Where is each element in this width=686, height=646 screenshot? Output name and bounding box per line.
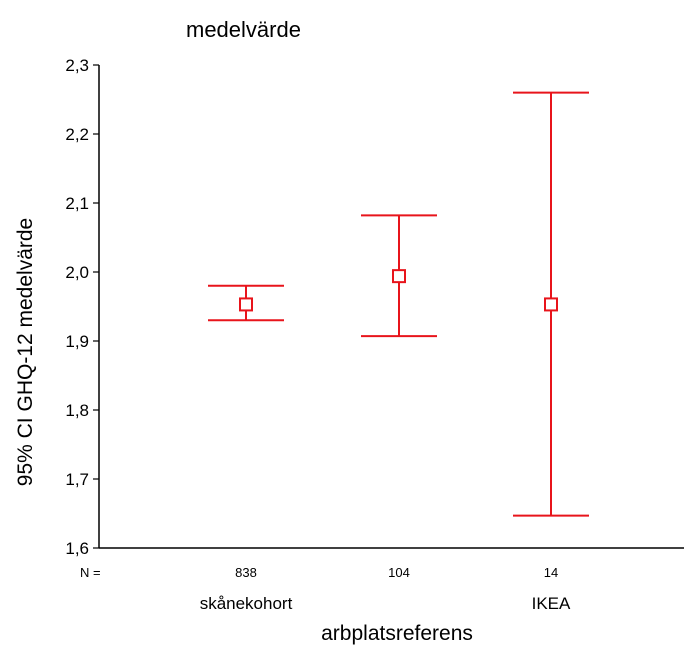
y-tick-label: 2,2 bbox=[65, 125, 89, 144]
y-tick-label: 2,0 bbox=[65, 263, 89, 282]
y-tick-label: 1,8 bbox=[65, 401, 89, 420]
y-tick-label: 1,6 bbox=[65, 539, 89, 558]
n-count-label: 838 bbox=[235, 565, 257, 580]
plot-frame bbox=[98, 65, 684, 549]
n-count-label: 14 bbox=[544, 565, 558, 580]
y-tick-label: 2,3 bbox=[65, 56, 89, 75]
error-bar-group bbox=[513, 91, 589, 517]
mean-marker bbox=[544, 297, 558, 312]
y-tick-label: 1,7 bbox=[65, 470, 89, 489]
y-axis: 1,6 1,7 1,8 1,9 2,0 2,1 2,2 2,3 bbox=[65, 56, 99, 558]
n-prefix-label: N = bbox=[80, 565, 101, 580]
y-tick-label: 2,1 bbox=[65, 194, 89, 213]
category-label-ikea: IKEA bbox=[532, 594, 571, 613]
chart-title: medelvärde bbox=[186, 17, 301, 42]
y-tick-label: 1,9 bbox=[65, 332, 89, 351]
mean-marker bbox=[392, 269, 406, 284]
y-axis-label: 95% CI GHQ-12 medelvärde bbox=[14, 218, 37, 486]
n-counts: 838 104 14 bbox=[235, 565, 558, 580]
error-bar-group bbox=[208, 284, 284, 322]
error-bar-group bbox=[361, 214, 437, 338]
mean-marker bbox=[239, 297, 253, 312]
n-count-label: 104 bbox=[388, 565, 410, 580]
error-bars bbox=[208, 91, 589, 517]
x-axis-label: arbplatsreferens bbox=[321, 622, 473, 645]
category-label-skanekohort: skånekohort bbox=[200, 594, 293, 613]
